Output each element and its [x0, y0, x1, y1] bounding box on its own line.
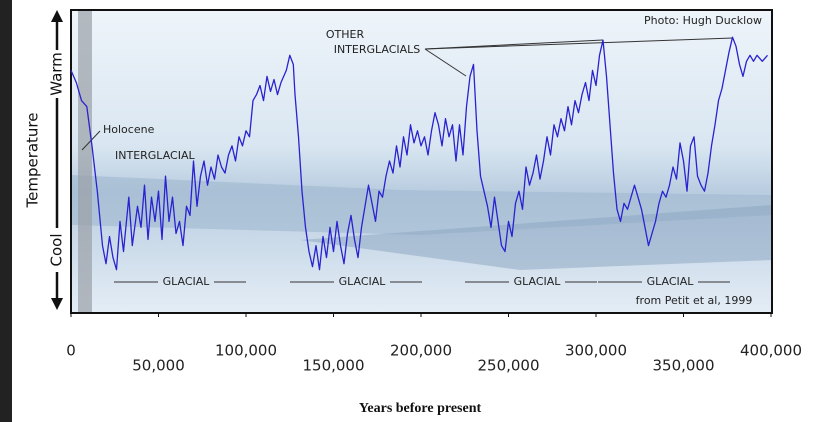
annotation: INTERGLACIALS: [334, 43, 421, 56]
warm-label: Warm: [48, 52, 66, 96]
x-tick-label: 200,000: [390, 342, 452, 360]
ice-band: [300, 205, 772, 270]
arrow-head: [51, 10, 63, 22]
x-tick-label: 350,000: [652, 357, 714, 375]
x-tick-label: 400,000: [740, 342, 802, 360]
annotation: OTHER: [326, 28, 365, 41]
x-tick-label: 0: [66, 342, 76, 360]
leader-lines: [81, 37, 734, 151]
glacial-label: GLACIAL: [514, 275, 562, 288]
x-tick-label: 300,000: [565, 342, 627, 360]
source-note: from Petit et al, 1999: [636, 294, 753, 307]
arrow-head: [51, 298, 63, 310]
photo-credit: Photo: Hugh Ducklow: [644, 14, 762, 27]
left-edge: [0, 0, 12, 422]
temperature-line: [70, 36, 768, 271]
annotation: INTERGLACIAL: [115, 149, 195, 162]
x-tick-label: 150,000: [302, 357, 364, 375]
annotation: Holocene: [103, 123, 155, 136]
glacial-label: GLACIAL: [647, 275, 695, 288]
x-tick-label: 50,000: [132, 357, 185, 375]
x-tick-label: 250,000: [477, 357, 539, 375]
x-tick-label: 100,000: [215, 342, 277, 360]
glacial-label: GLACIAL: [339, 275, 387, 288]
holocene-band: [78, 10, 92, 313]
cool-label: Cool: [48, 234, 66, 267]
x-axis-label: Years before present: [359, 401, 482, 416]
y-axis-label: Temperature: [24, 112, 42, 208]
glacial-label: GLACIAL: [163, 275, 211, 288]
